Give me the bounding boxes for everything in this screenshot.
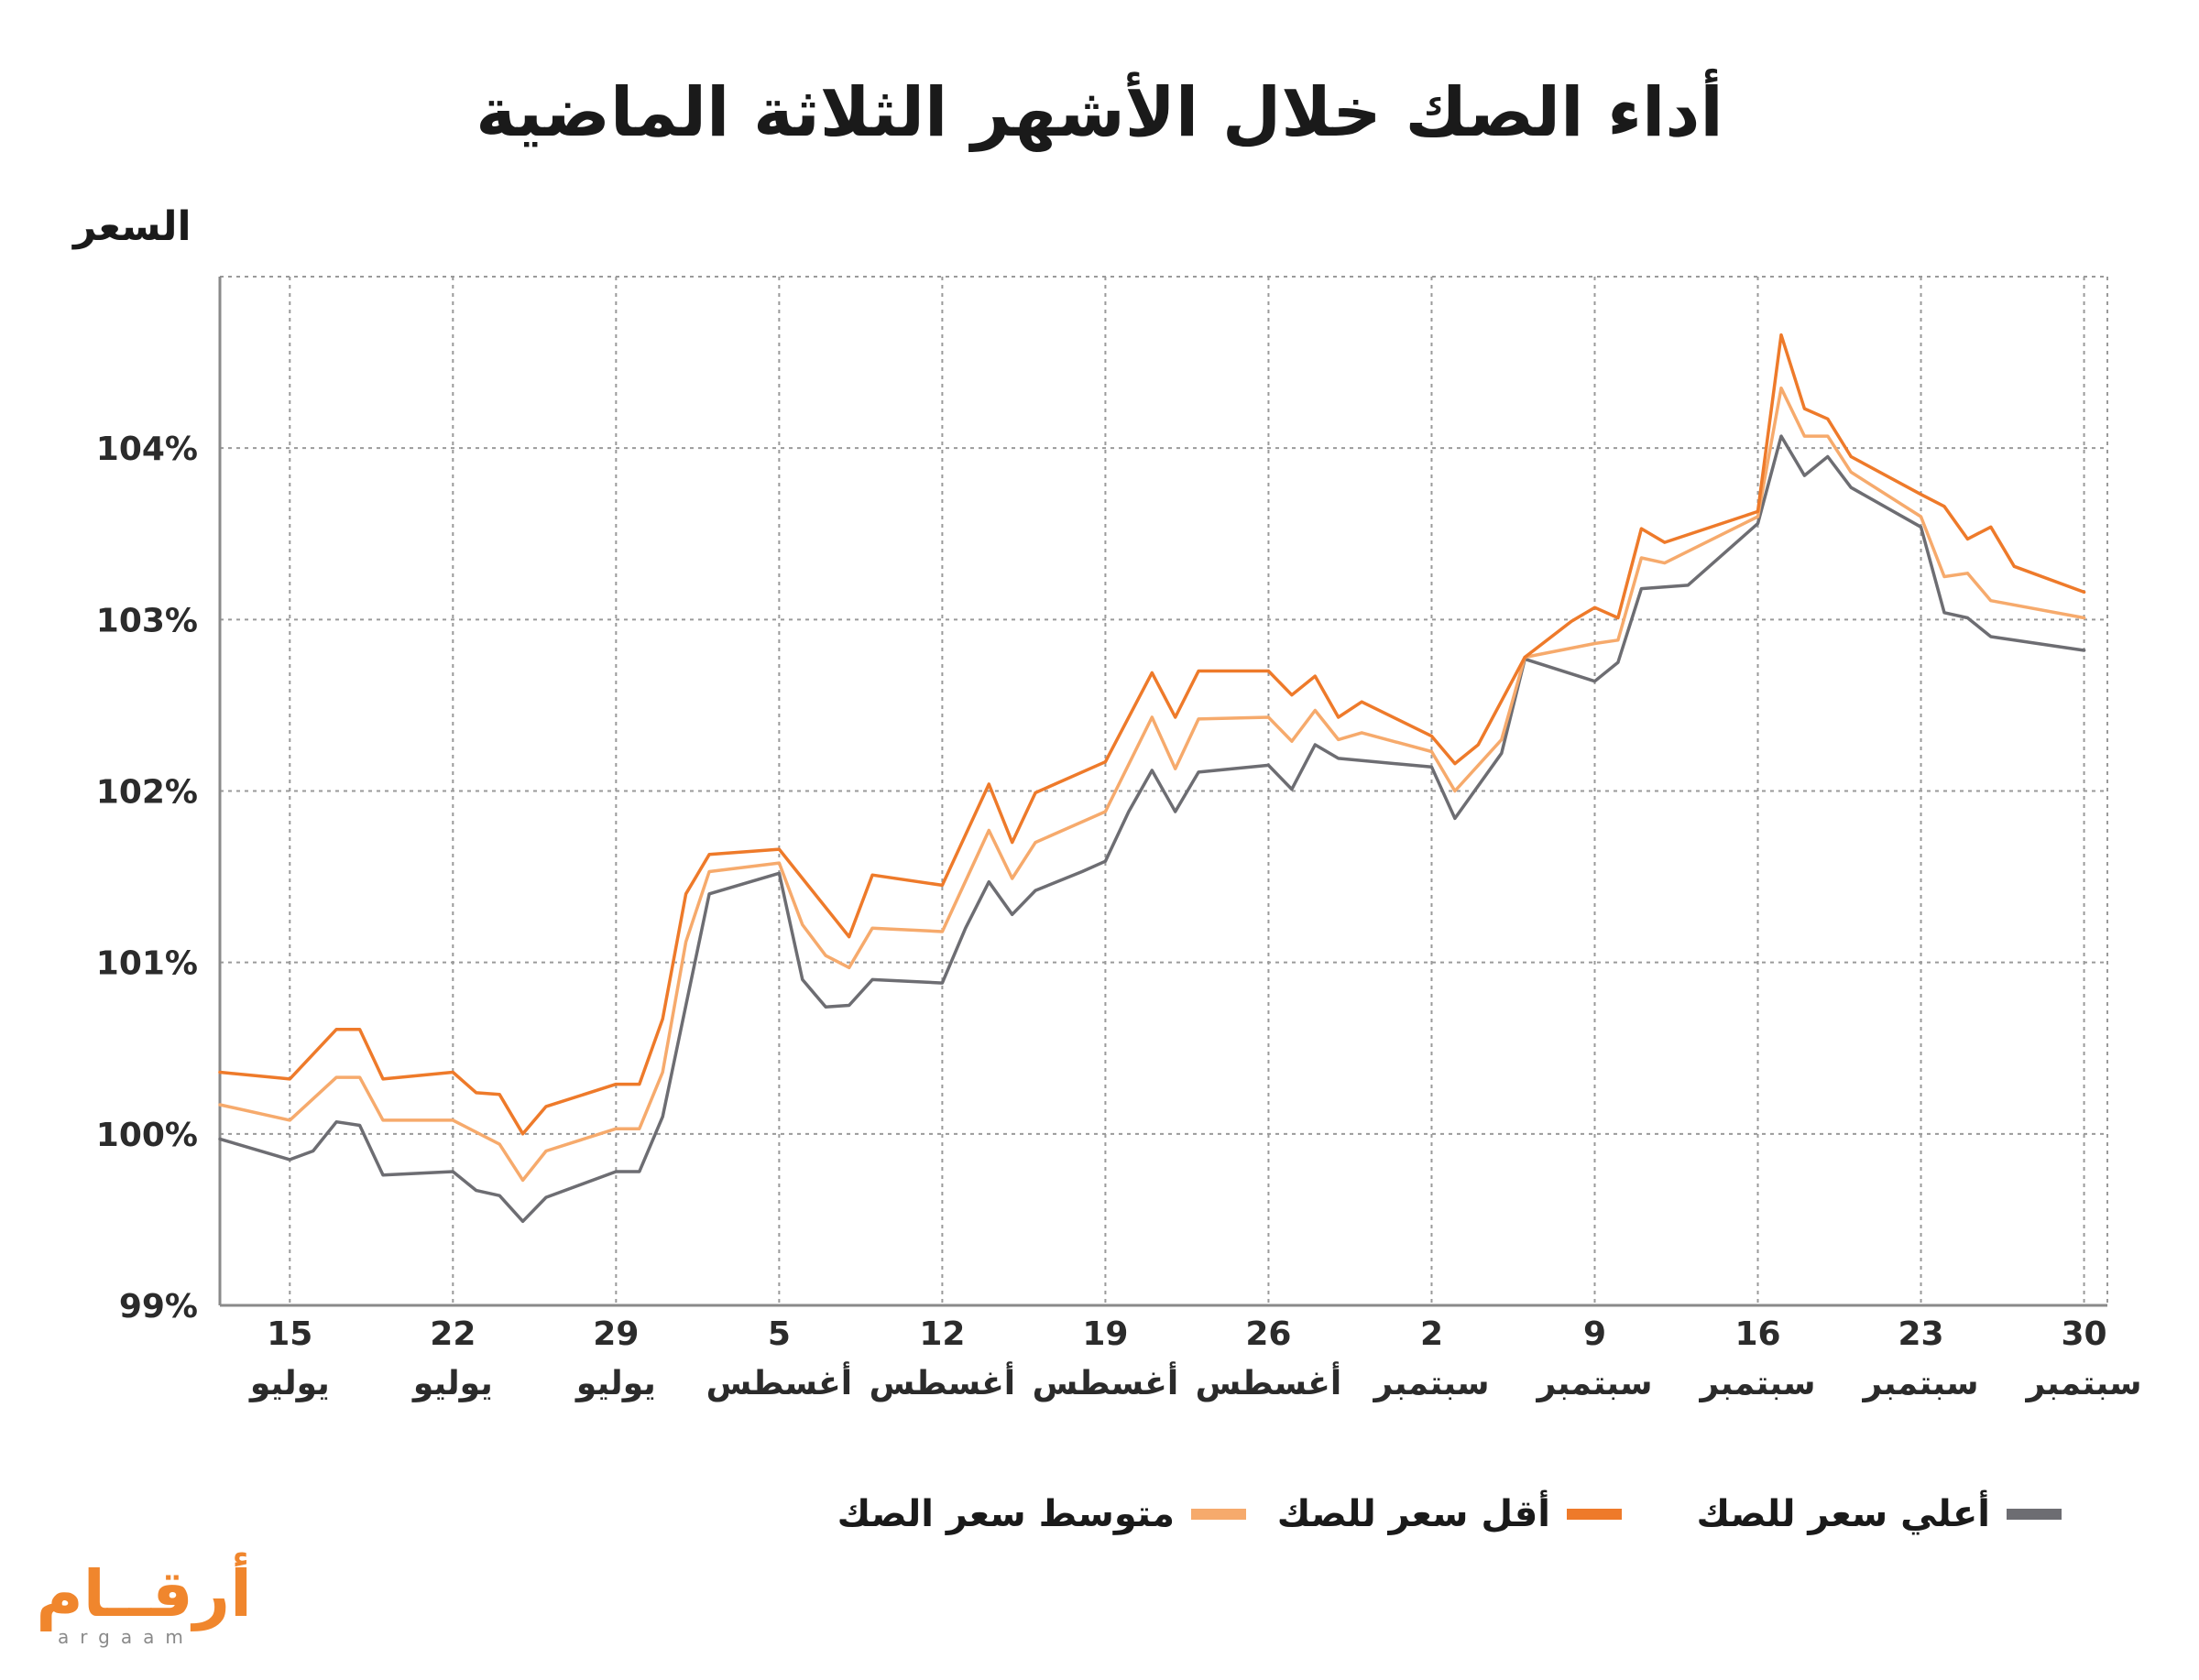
x-tick-day: 22 bbox=[430, 1315, 476, 1353]
x-tick-day: 19 bbox=[1082, 1315, 1128, 1353]
argaam-logo: أرقــام argaam bbox=[36, 1556, 252, 1663]
axes bbox=[218, 277, 2107, 1307]
series-lines bbox=[218, 333, 2086, 1224]
logo-text-ar: أرقــام bbox=[36, 1556, 252, 1631]
x-tick-day: 16 bbox=[1734, 1315, 1780, 1353]
y-tick-label: 102% bbox=[96, 774, 198, 812]
chart-title: أداء الصك خلال الأشهر الثلاثة الماضية bbox=[476, 73, 1723, 152]
legend: متوسط سعر الصك أقل سعر للصك أعلي سعر للص… bbox=[0, 1493, 2199, 1566]
series-line-2 bbox=[218, 386, 2086, 1183]
y-tick-label: 99% bbox=[119, 1288, 198, 1325]
x-tick-month: سبتمبر bbox=[1535, 1365, 1652, 1402]
y-tick-labels: 99% 100% 101% 102% 103% 104% bbox=[96, 431, 198, 1325]
x-tick-month: سبتمبر bbox=[1372, 1365, 1489, 1402]
legend-label-low: أقل سعر للصك bbox=[1276, 1493, 1550, 1535]
legend-label-high: أعلي سعر للصك bbox=[1696, 1493, 1991, 1535]
x-tick-day: 26 bbox=[1245, 1315, 1291, 1353]
grid bbox=[220, 276, 2108, 1305]
x-tick-day: 29 bbox=[593, 1315, 639, 1353]
series-line-0 bbox=[218, 434, 2086, 1224]
x-tick-month: سبتمبر bbox=[1862, 1365, 1979, 1402]
x-tick-day: 23 bbox=[1898, 1315, 1943, 1353]
x-tick-month: يوليو bbox=[411, 1365, 493, 1402]
x-tick-day: 12 bbox=[919, 1315, 965, 1353]
y-tick-label: 103% bbox=[96, 602, 198, 639]
logo-text-en: argaam bbox=[58, 1626, 194, 1648]
x-tick-day: 5 bbox=[768, 1315, 791, 1353]
legend-item-low: أقل سعر للصك bbox=[1277, 1493, 1622, 1535]
x-tick-day: 2 bbox=[1420, 1315, 1443, 1353]
x-tick-month: سبتمبر bbox=[1699, 1365, 1816, 1402]
series-line-1 bbox=[218, 333, 2086, 1136]
legend-item-high: أعلي سعر للصك bbox=[1697, 1493, 2062, 1535]
x-tick-month: يوليو bbox=[248, 1365, 330, 1402]
legend-swatch-avg bbox=[1191, 1509, 1246, 1520]
x-tick-month: سبتمبر bbox=[2025, 1365, 2142, 1402]
x-tick-month: أغسطس bbox=[870, 1361, 1016, 1402]
x-tick-day: 30 bbox=[2062, 1315, 2107, 1353]
x-tick-month: يوليو bbox=[574, 1365, 656, 1402]
x-tick-month: أغسطس bbox=[1196, 1361, 1342, 1402]
x-tick-month: أغسطس bbox=[1033, 1361, 1179, 1402]
legend-swatch-low bbox=[1567, 1509, 1622, 1520]
x-tick-labels: 15يوليو22يوليو29يوليو5أغسطس12أغسطس19أغسط… bbox=[248, 1315, 2142, 1402]
x-tick-day: 15 bbox=[267, 1315, 312, 1353]
y-tick-label: 104% bbox=[96, 431, 198, 468]
x-tick-day: 9 bbox=[1583, 1315, 1606, 1353]
legend-item-avg: متوسط سعر الصك bbox=[837, 1493, 1246, 1535]
y-axis-label: السعر bbox=[73, 203, 191, 250]
legend-swatch-high bbox=[2007, 1509, 2062, 1520]
x-tick-month: أغسطس bbox=[706, 1361, 853, 1402]
y-tick-label: 100% bbox=[96, 1117, 198, 1154]
y-tick-label: 101% bbox=[96, 945, 198, 983]
legend-label-avg: متوسط سعر الصك bbox=[837, 1493, 1175, 1535]
